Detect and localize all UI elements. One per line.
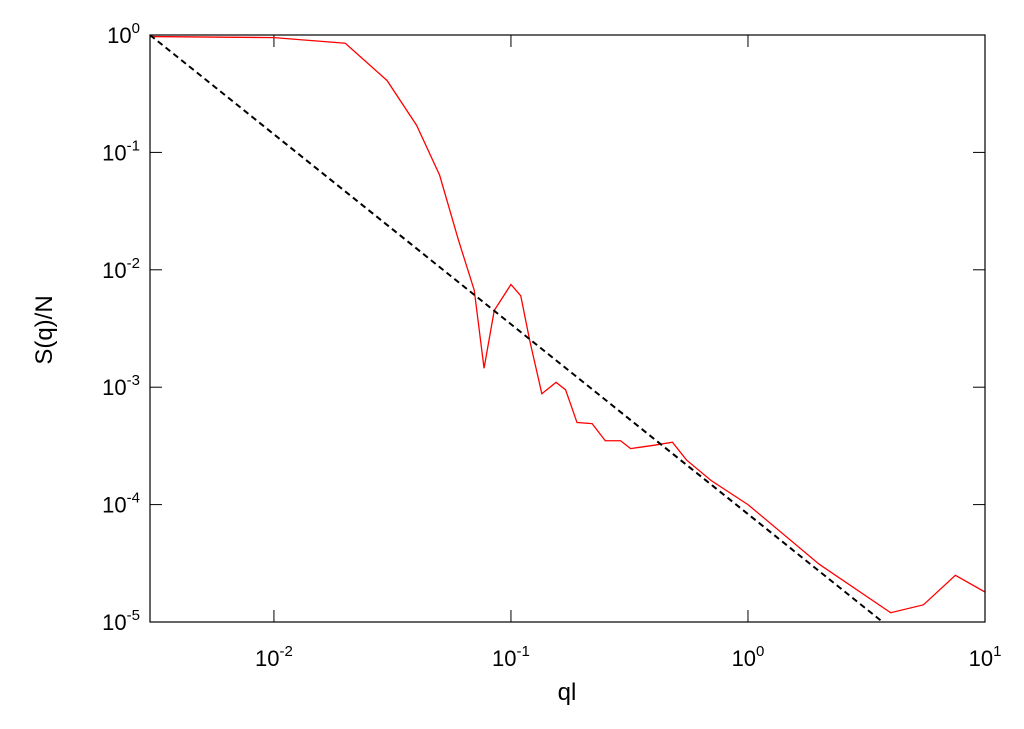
- y-tick-label: 10-3: [102, 372, 140, 400]
- tick-exponent: -3: [127, 372, 140, 389]
- x-axis-label: ql: [558, 679, 577, 706]
- series-line: [150, 35, 884, 622]
- tick-base: 10: [102, 140, 126, 165]
- tick-exponent: -1: [127, 137, 140, 154]
- y-tick-label: 10-2: [102, 255, 140, 283]
- tick-exponent: -1: [517, 643, 530, 660]
- y-tick-label: 10-5: [102, 607, 140, 635]
- y-tick-label: 100: [107, 20, 140, 48]
- tick-base: 10: [102, 493, 126, 518]
- tick-base: 10: [102, 375, 126, 400]
- plot-frame: [149, 34, 986, 623]
- tick-base: 10: [107, 23, 131, 48]
- tick-base: 10: [102, 258, 126, 283]
- tick-exponent: -4: [127, 490, 140, 507]
- tick-exponent: 0: [756, 643, 764, 660]
- tick-exponent: 0: [132, 20, 140, 37]
- series-line: [150, 35, 985, 614]
- tick-exponent: -5: [127, 607, 140, 624]
- tick-base: 10: [732, 646, 756, 671]
- x-tick-label: 10-1: [492, 643, 530, 671]
- tick-exponent: -2: [280, 643, 293, 660]
- y-axis-label: S(q)/N: [31, 295, 58, 364]
- tick-exponent: 1: [993, 643, 1001, 660]
- tick-base: 10: [255, 646, 279, 671]
- x-tick-label: 10-2: [255, 643, 293, 671]
- x-tick-label: 100: [732, 643, 765, 671]
- tick-base: 10: [102, 610, 126, 635]
- y-tick-label: 10-4: [102, 490, 140, 518]
- x-tick-label: 101: [969, 643, 1002, 671]
- tick-base: 10: [969, 646, 993, 671]
- tick-exponent: -2: [127, 255, 140, 272]
- tick-base: 10: [492, 646, 516, 671]
- y-tick-label: 10-1: [102, 137, 140, 165]
